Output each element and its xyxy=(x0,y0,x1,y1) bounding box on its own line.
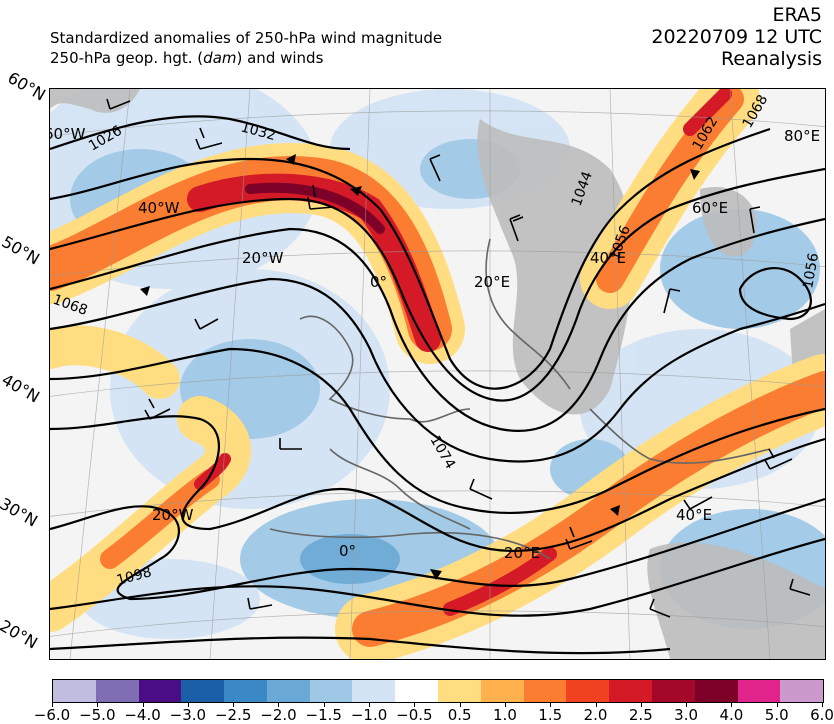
colorbar-tick xyxy=(369,702,371,707)
lat-label-50n: 50°N xyxy=(0,232,43,269)
colorbar-cell xyxy=(309,680,353,702)
lon-label-20w: 20°W xyxy=(242,249,284,267)
lon-label-20w-south: 20°W xyxy=(152,506,194,524)
geopotential-contours xyxy=(50,115,825,655)
lon-label-0-south: 0° xyxy=(339,542,356,560)
contour-label-1074: 1074 xyxy=(427,433,459,472)
datetime-label: 20220709 12 UTC xyxy=(651,26,822,48)
colorbar-cell xyxy=(181,680,225,702)
colorbar-tick-label: 3.0 xyxy=(674,706,699,724)
land-mask xyxy=(50,89,825,659)
colorbar-tick xyxy=(414,702,416,707)
graticule-labels: 60°W 40°W 20°W 0° 20°E 40°E 60°E 80°E 20… xyxy=(50,125,820,562)
colorbar-tick xyxy=(595,702,597,707)
colorbar-cell xyxy=(95,680,139,702)
colorbar-tick xyxy=(323,702,325,707)
lon-label-40w: 40°W xyxy=(138,199,180,217)
colorbar-tick-label: 5.0 xyxy=(764,706,789,724)
lat-label-30n: 30°N xyxy=(0,494,41,531)
colorbar-tick-label: 0.5 xyxy=(447,706,472,724)
colorbar-tick xyxy=(731,702,733,707)
map-panel: 1026 1032 1068 1044 1056 1062 1068 1056 … xyxy=(49,88,826,660)
colorbar-tick xyxy=(640,702,642,707)
colorbar-cell xyxy=(651,680,695,702)
wind-barbs xyxy=(106,98,811,618)
colorbar-tick-label: −1.5 xyxy=(305,706,342,724)
coastlines xyxy=(269,238,771,560)
colorbar-tick xyxy=(504,702,506,707)
colorbar-cell xyxy=(53,680,96,702)
colorbar-cell xyxy=(438,680,481,702)
map-subtitle: Standardized anomalies of 250-hPa wind m… xyxy=(50,28,442,68)
colorbar-tick-label: −2.0 xyxy=(260,706,297,724)
colorbar-tick xyxy=(550,702,552,707)
lon-label-40e-south: 40°E xyxy=(676,506,712,524)
lon-label-0: 0° xyxy=(370,273,387,291)
colorbar-tick xyxy=(142,702,144,707)
jet-anomaly-shading xyxy=(50,89,825,659)
colorbar-tick-label: −2.5 xyxy=(214,706,252,724)
colorbar-cell xyxy=(352,680,396,702)
colorbar-cell xyxy=(694,680,738,702)
colorbar-tick-label: 1.5 xyxy=(538,706,563,724)
lon-label-40e: 40°E xyxy=(590,249,626,267)
colorbar-tick-label: 6.0 xyxy=(810,706,834,724)
colorbar-tick-label: 4.0 xyxy=(719,706,744,724)
colorbar xyxy=(52,679,824,703)
colorbar-cell xyxy=(523,680,567,702)
colorbar-tick-label: 1.0 xyxy=(493,706,517,724)
colorbar-cell xyxy=(566,680,610,702)
colorbar-tick xyxy=(233,702,235,707)
lon-label-80e: 80°E xyxy=(784,127,820,145)
contour-label-1056-east: 1056 xyxy=(800,252,822,290)
title-line-geopotential: 250-hPa geop. hgt. (dam) and winds xyxy=(50,49,324,67)
colorbar-tick xyxy=(686,702,688,707)
lon-label-60e: 60°E xyxy=(692,199,728,217)
colorbar-tick xyxy=(459,702,461,707)
colorbar-cell xyxy=(266,680,310,702)
colorbar-tick-label: −6.0 xyxy=(33,706,71,724)
colorbar-cell xyxy=(224,680,267,702)
colorbar-tick xyxy=(822,702,823,707)
colorbar-tick xyxy=(52,702,53,707)
colorbar-tick-label: −3.0 xyxy=(169,706,207,724)
title-line-anomalies: Standardized anomalies of 250-hPa wind m… xyxy=(50,29,443,47)
map-canvas: 1026 1032 1068 1044 1056 1062 1068 1056 … xyxy=(50,89,825,659)
colorbar-cell xyxy=(395,680,439,702)
colorbar-tick xyxy=(776,702,778,707)
colorbar-tick xyxy=(187,702,189,707)
colorbar-cell xyxy=(480,680,524,702)
colorbar-tick-label: −4.0 xyxy=(124,706,161,724)
wind-flag-barbs xyxy=(140,154,700,580)
colorbar-tick xyxy=(97,702,99,707)
colorbar-cell xyxy=(138,680,182,702)
dataset-label: ERA5 xyxy=(772,4,822,26)
lat-label-40n: 40°N xyxy=(0,370,43,407)
product-label: Reanalysis xyxy=(721,48,822,70)
colorbar-tick-label: −5.0 xyxy=(79,706,116,724)
colorbar-cell xyxy=(609,680,652,702)
colorbar-tick-label: 2.0 xyxy=(583,706,608,724)
colorbar-tick-label: 2.5 xyxy=(628,706,653,724)
colorbar-tick-label: −0.5 xyxy=(396,706,433,724)
lon-label-20e-south: 20°E xyxy=(504,544,540,562)
contour-label-1068-west: 1068 xyxy=(51,292,90,319)
lon-label-60w: 60°W xyxy=(50,125,86,143)
colorbar-cell xyxy=(737,680,781,702)
colorbar-tick xyxy=(278,702,280,707)
colorbar-cell xyxy=(780,680,824,702)
lat-label-20n: 20°N xyxy=(0,616,41,653)
map-title-block: ERA5 20220709 12 UTC Reanalysis xyxy=(651,4,822,70)
lat-label-60n: 60°N xyxy=(4,68,49,105)
lon-label-20e: 20°E xyxy=(474,273,510,291)
colorbar-tick-label: −1.0 xyxy=(350,706,388,724)
